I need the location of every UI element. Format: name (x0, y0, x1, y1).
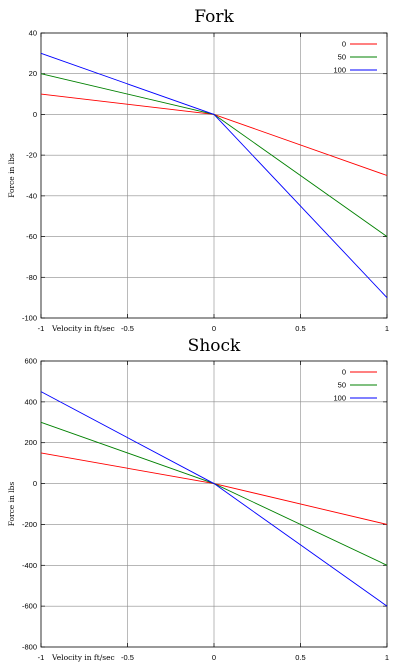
y-tick-label: 400 (24, 397, 37, 406)
y-tick-label: 40 (29, 29, 37, 38)
x-tick-label: -0.5 (121, 324, 134, 333)
y-axis-label: Force in lbs (7, 153, 16, 198)
y-tick-label: -80 (26, 273, 37, 282)
series-line-100 (40, 391, 388, 607)
x-tick-label: -1 (38, 324, 45, 333)
y-tick-label: -60 (26, 232, 37, 241)
x-tick-label: -1 (38, 653, 45, 662)
legend-label: 100 (333, 394, 346, 403)
y-tick-label: 0 (33, 479, 37, 488)
legend-label: 50 (338, 53, 346, 62)
legend-label: 0 (342, 368, 346, 377)
chart-title: Shock (188, 336, 241, 356)
y-tick-label: -400 (22, 561, 37, 570)
y-axis-label: Force in lbs (7, 482, 16, 527)
x-tick-label: 0.5 (295, 324, 305, 333)
legend-label: 0 (342, 40, 346, 49)
chart-title: Fork (194, 7, 234, 27)
y-tick-label: 200 (24, 438, 37, 447)
legend-label: 100 (333, 66, 346, 75)
y-tick-label: -20 (26, 151, 37, 160)
x-tick-label: 0.5 (295, 653, 305, 662)
x-tick-label: 1 (385, 324, 389, 333)
y-tick-label: 20 (29, 69, 37, 78)
y-tick-label: -200 (22, 520, 37, 529)
x-tick-label: -0.5 (121, 653, 134, 662)
y-tick-label: -40 (26, 191, 37, 200)
x-axis-label: Velocity in ft/sec (51, 653, 115, 662)
y-tick-label: 0 (33, 110, 37, 119)
x-tick-label: 0 (212, 653, 216, 662)
y-tick-label: 600 (24, 357, 37, 366)
legend-label: 50 (338, 381, 346, 390)
x-axis-label: Velocity in ft/sec (51, 324, 115, 333)
x-tick-label: 0 (212, 324, 216, 333)
y-tick-label: -100 (22, 314, 37, 323)
y-tick-label: -600 (22, 602, 37, 611)
x-tick-label: 1 (385, 653, 389, 662)
y-tick-label: -800 (22, 643, 37, 652)
series-line-100 (40, 52, 388, 298)
